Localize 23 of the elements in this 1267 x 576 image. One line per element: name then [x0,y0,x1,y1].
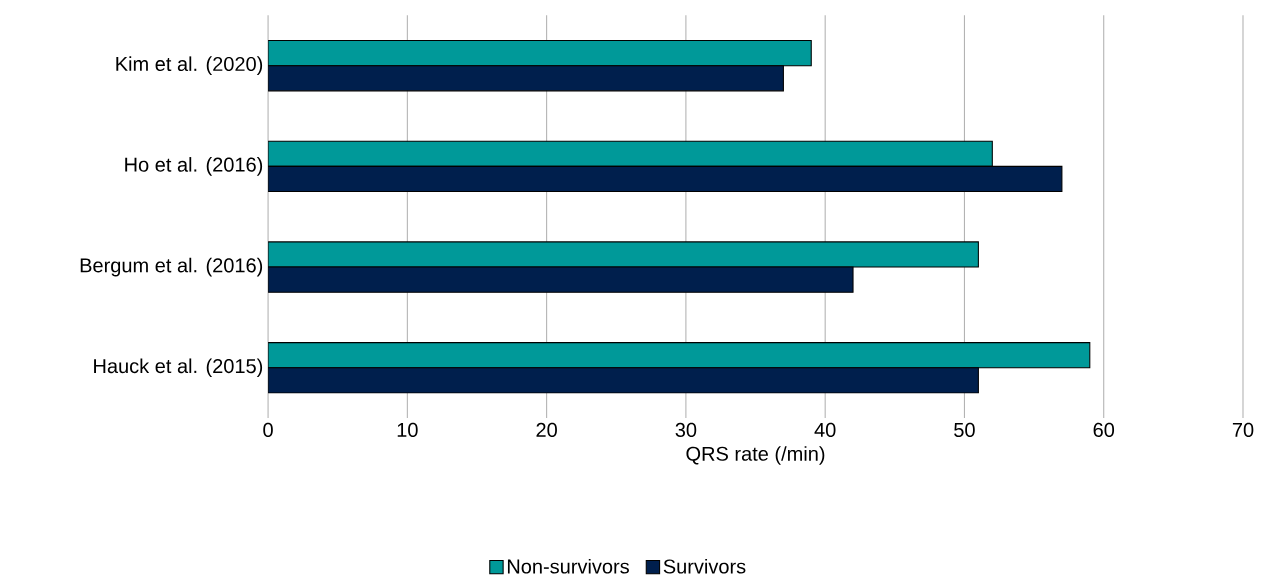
x-axis-title: QRS rate (/min) [686,446,825,465]
bar [268,341,1091,369]
bar [268,39,812,67]
bar [268,367,979,394]
x-tick-label: 20 [536,422,557,437]
legend-label: Non-survivors [507,558,629,574]
x-tick-label: 70 [1232,422,1254,437]
bar [268,241,979,268]
y-tick-label: Hauck et al. (2015) [94,358,263,378]
bar [268,65,784,92]
x-tick-label: 10 [397,422,418,437]
x-tick-label: 30 [675,422,697,437]
y-tick-label: Bergum et al. (2016) [80,257,263,277]
y-tick-label: Ho et al. (2016) [125,156,263,176]
bar [268,165,1063,193]
bar [268,140,993,167]
x-tick-label: 50 [954,422,975,437]
y-tick-label: Kim et al. (2020) [116,56,263,75]
bar [268,266,854,293]
x-tick-label: 0 [263,422,273,437]
x-tick-label: 60 [1093,422,1115,437]
legend-label: Survivors [663,558,746,574]
x-tick-label: 40 [814,422,836,437]
